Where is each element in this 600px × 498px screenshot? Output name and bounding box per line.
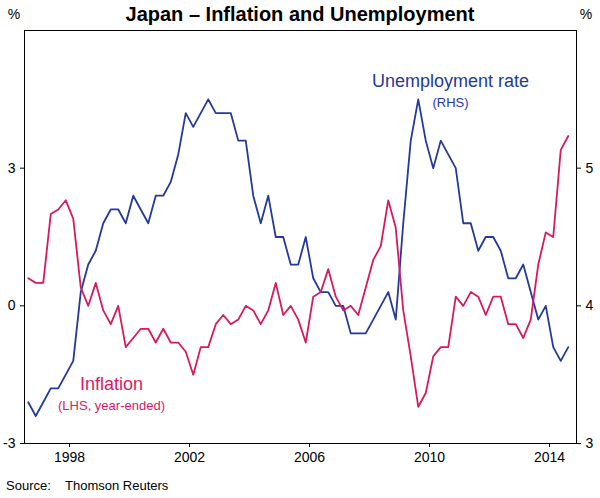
svg-text:Inflation: Inflation (80, 374, 143, 394)
html-text:Source: Thomson Reuters: Source: Thomson Reuters (6, 478, 169, 493)
svg-text:2014: 2014 (534, 449, 565, 465)
html-text:Japan – Inflation and Unemploy: Japan – Inflation and Unemployment (125, 2, 475, 25)
svg-text:(LHS, year-ended): (LHS, year-ended) (58, 398, 165, 413)
svg-text:5: 5 (586, 160, 594, 176)
svg-text:2006: 2006 (294, 449, 325, 465)
svg-text:(RHS): (RHS) (432, 95, 468, 110)
svg-text:2002: 2002 (174, 449, 205, 465)
svg-text:-3: -3 (3, 435, 16, 451)
svg-text:3: 3 (8, 160, 16, 176)
svg-text:0: 0 (8, 297, 16, 313)
svg-text:1998: 1998 (54, 449, 85, 465)
svg-text:3: 3 (586, 435, 594, 451)
svg-text:Unemployment rate: Unemployment rate (372, 71, 529, 91)
svg-text:2010: 2010 (414, 449, 445, 465)
svg-text:4: 4 (586, 297, 594, 313)
